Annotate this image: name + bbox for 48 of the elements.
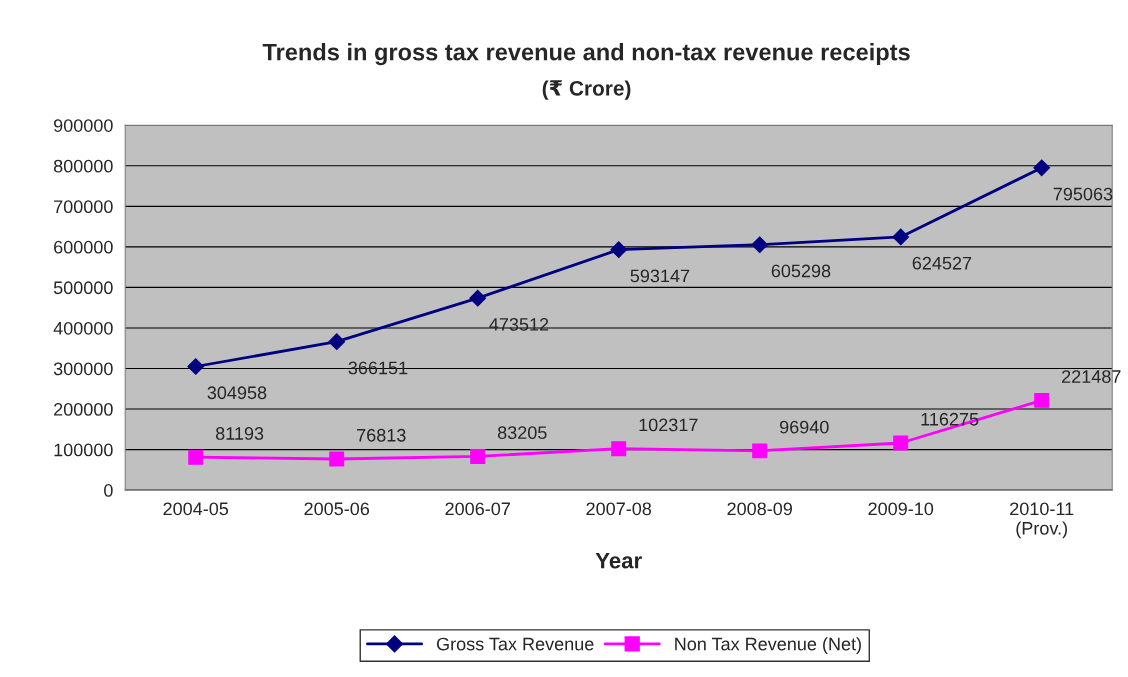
point <box>610 241 628 259</box>
legend-label: Gross Tax Revenue <box>436 637 594 651</box>
point <box>469 289 487 307</box>
point <box>470 448 486 464</box>
y-tick-label: 500000 <box>53 281 113 295</box>
y-tick-label: 800000 <box>53 159 113 173</box>
data-label: 304958 <box>207 386 267 400</box>
point <box>328 333 346 351</box>
x-tick-label: 2010-11 (Prov.) <box>1010 502 1074 539</box>
y-tick-label: 900000 <box>54 119 113 132</box>
x-tick-label: 2009-10 <box>868 502 934 516</box>
legend-label: Non Tax Revenue (Net) <box>675 637 861 654</box>
data-label: 76813 <box>357 428 406 442</box>
y-tick-label: 700000 <box>54 200 113 214</box>
point <box>188 449 204 465</box>
y-tick-label: 400000 <box>53 321 113 335</box>
point <box>187 358 205 375</box>
x-axis-title: Year <box>595 552 642 569</box>
point <box>893 435 909 451</box>
chart-subtitle: (₹ Crore) <box>542 80 631 100</box>
data-label: 102317 <box>639 418 698 432</box>
x-tick-label: 2005-06 <box>304 502 370 516</box>
point <box>329 451 345 467</box>
data-label: 96940 <box>780 420 829 434</box>
data-label: 605298 <box>771 264 831 278</box>
y-tick-label: 0 <box>104 484 113 497</box>
point <box>1033 159 1051 177</box>
data-label: 81193 <box>215 427 264 440</box>
point <box>752 443 768 459</box>
x-tick-label: 2007-08 <box>586 502 652 516</box>
point <box>1034 392 1050 408</box>
chart-title: Trends in gross tax revenue and non-tax revenue receipts <box>262 43 910 66</box>
y-tick-label: 100000 <box>54 443 113 457</box>
data-label: 593147 <box>630 269 690 283</box>
point <box>751 236 769 254</box>
data-label: 624527 <box>912 256 972 270</box>
data-label: 221487 <box>1062 370 1121 383</box>
x-tick-label: 2008-09 <box>727 502 792 516</box>
data-label: 116275 <box>921 412 979 426</box>
point <box>611 441 627 457</box>
data-label: 795063 <box>1053 187 1113 201</box>
y-tick-label: 600000 <box>54 240 113 254</box>
y-tick-label: 200000 <box>54 402 113 416</box>
data-label: 83205 <box>497 426 547 440</box>
point <box>892 228 910 246</box>
y-tick-label: 300000 <box>53 362 113 376</box>
x-tick-label: 2004-05 <box>163 502 229 516</box>
x-tick-label: 2006-07 <box>445 502 510 516</box>
